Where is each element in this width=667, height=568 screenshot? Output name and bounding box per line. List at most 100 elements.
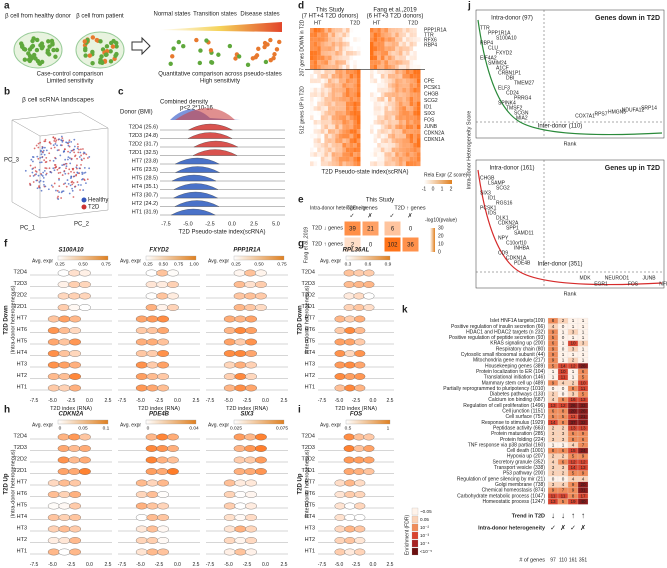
heat-cell xyxy=(388,147,392,153)
cell-point xyxy=(83,178,85,181)
heat-cell xyxy=(356,110,361,116)
heat-cell xyxy=(402,152,407,157)
heat-cell xyxy=(377,87,381,93)
heat-cell xyxy=(370,110,374,116)
heat-cell xyxy=(398,28,403,33)
cell-point xyxy=(31,171,34,174)
label: DBI xyxy=(506,75,514,81)
heat-cell xyxy=(353,46,357,52)
label: 9 xyxy=(582,454,585,459)
heat-cell xyxy=(413,161,417,167)
heat-cell xyxy=(313,41,318,47)
heat-cell xyxy=(335,83,339,88)
ridge xyxy=(173,191,218,199)
label: 11 xyxy=(571,414,576,419)
heat-cell xyxy=(380,110,385,116)
heat-cell xyxy=(331,152,336,157)
heat-cell xyxy=(346,32,350,38)
ridge-segment xyxy=(255,281,267,288)
heat-cell xyxy=(324,143,329,148)
heat-cell xyxy=(353,115,357,121)
ridge-segment xyxy=(334,525,346,533)
cell xyxy=(108,40,114,46)
label: 0 xyxy=(369,243,373,249)
heat-cell xyxy=(349,120,354,125)
heat-cell xyxy=(313,87,318,93)
ridge-segment xyxy=(233,292,246,300)
legend-dot xyxy=(81,204,87,210)
ridge xyxy=(171,208,216,216)
heat-cell xyxy=(328,37,332,42)
label: 10 xyxy=(438,241,444,247)
label: 9 xyxy=(552,358,555,363)
heat-cell xyxy=(317,147,321,153)
ridge-segment xyxy=(135,361,148,369)
heat-cell xyxy=(395,55,399,61)
heat-cell xyxy=(328,92,332,98)
cell-point xyxy=(24,169,27,172)
label: 0.25 xyxy=(143,261,153,267)
cell-point xyxy=(79,151,82,154)
heat-cell xyxy=(310,87,314,93)
label: -7.5 xyxy=(206,398,215,404)
label: HT2 xyxy=(305,537,315,543)
label: CHGB xyxy=(424,91,439,97)
heat-cell xyxy=(356,115,361,121)
cell-point xyxy=(73,145,76,148)
heat-cell xyxy=(346,92,350,98)
heat-cell xyxy=(409,69,414,75)
heat-cell xyxy=(310,161,314,167)
label: FXYD2 xyxy=(496,50,512,56)
ridge-segment xyxy=(58,502,71,510)
heat-cell xyxy=(406,64,410,70)
heat-cell xyxy=(317,92,321,98)
heat-cell xyxy=(346,129,350,134)
cell-point xyxy=(58,191,61,193)
heat-cell xyxy=(320,110,325,116)
label: 5 xyxy=(552,363,555,368)
ridge-segment xyxy=(344,315,356,323)
heat-cell xyxy=(342,110,347,116)
heat-cell xyxy=(395,115,399,121)
heat-cell xyxy=(380,120,385,125)
heat-cell xyxy=(373,129,378,134)
heat-cell xyxy=(346,78,350,84)
legend-swatch xyxy=(411,507,419,516)
heat-cell xyxy=(310,41,314,47)
heat-cell xyxy=(370,28,374,33)
heat-cell xyxy=(338,152,343,157)
label: 8 xyxy=(572,386,575,391)
heat-cell xyxy=(310,124,314,130)
label: 0.9 xyxy=(385,261,392,267)
label: HT3 xyxy=(305,525,315,531)
label: 8 xyxy=(572,437,575,442)
cell xyxy=(236,54,242,59)
heat-cell xyxy=(349,156,354,162)
label: HT1 xyxy=(17,548,27,554)
heat-cell xyxy=(356,101,361,107)
label: 1.00 xyxy=(189,261,199,267)
heat-cell xyxy=(380,115,385,121)
cell-point xyxy=(66,158,69,161)
cell-point xyxy=(69,151,71,154)
label: 5 xyxy=(552,414,555,419)
heat-cell xyxy=(373,37,378,42)
heat-cell xyxy=(320,69,325,75)
ridge-segment xyxy=(234,350,247,357)
heat-cell xyxy=(370,124,374,130)
heat-cell xyxy=(370,32,374,38)
cell-point xyxy=(80,154,83,157)
heat-cell xyxy=(335,60,339,65)
label: -7.5 xyxy=(161,221,170,227)
cell-point xyxy=(44,140,47,143)
label: PCSK1 xyxy=(424,85,441,91)
heat-cell xyxy=(384,55,389,61)
label: 9 xyxy=(572,482,575,487)
cell-point xyxy=(72,168,74,171)
heat-cell xyxy=(384,60,389,65)
heat-cell xyxy=(377,129,381,134)
cell-point xyxy=(52,160,55,162)
heat-cell xyxy=(395,152,399,157)
heat-cell xyxy=(398,129,403,134)
heat-cell xyxy=(356,147,361,153)
